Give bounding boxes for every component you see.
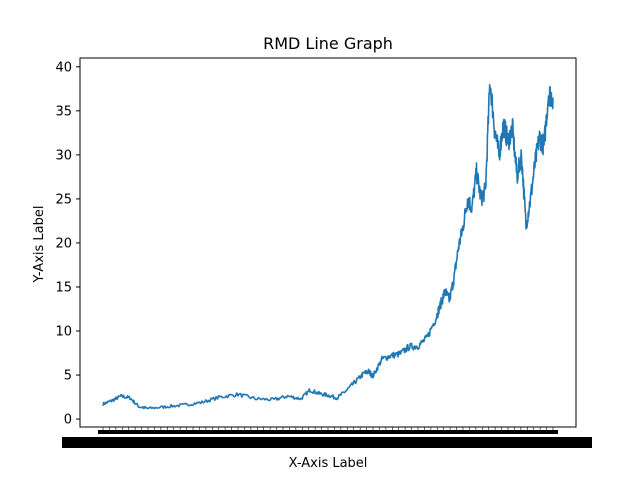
y-tick-label: 5: [64, 369, 72, 384]
y-axis-label: Y-Axis Label: [32, 206, 47, 284]
y-tick-label: 30: [55, 148, 72, 163]
y-tick-label: 0: [64, 413, 72, 428]
chart-title: RMD Line Graph: [263, 34, 393, 53]
y-tick-label: 35: [55, 104, 72, 119]
x-axis-label: X-Axis Label: [289, 456, 368, 471]
plot-area: 0 5 10 15 20 25 30 35 40: [55, 57, 592, 448]
axes-frame: [79, 57, 577, 428]
x-tick-band: [98, 430, 558, 434]
y-tick-label: 25: [55, 192, 72, 207]
y-tick-label: 20: [55, 236, 72, 251]
x-tick-label-mass: [62, 437, 592, 448]
y-tick-label: 15: [55, 280, 72, 295]
y-tick-label: 40: [55, 60, 72, 75]
y-tick-label: 10: [55, 325, 72, 340]
series-line: [102, 83, 554, 410]
